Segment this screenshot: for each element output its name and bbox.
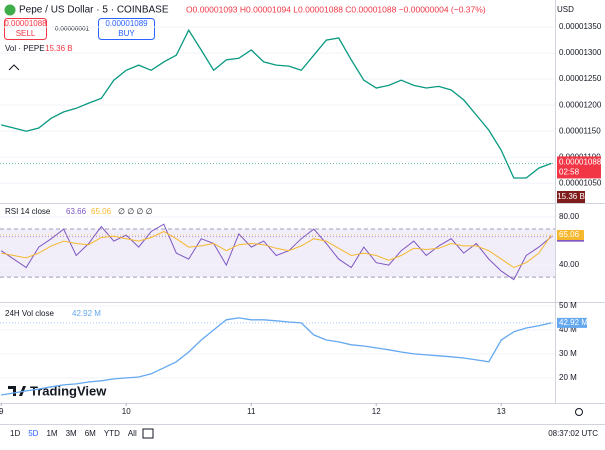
vol-last-label: 42.92 M (559, 318, 588, 327)
legend-value: 65.06 (91, 207, 112, 216)
series-line (1, 317, 552, 396)
rsi-title: RSI 14 close (5, 207, 51, 216)
x-tick-label: 12 (372, 407, 381, 416)
y-tick-label: 20 M (559, 373, 577, 382)
y-tick-label: 80.00 (559, 212, 580, 221)
settings-icon[interactable] (575, 408, 583, 416)
range-button[interactable]: 3M (66, 429, 77, 438)
vol-last-box (557, 317, 587, 328)
spread: 0.00000001 (55, 26, 90, 33)
symbol-title[interactable]: Pepe / US Dollar · 5 · COINBASE (19, 5, 169, 16)
legend-value: 42.92 M (72, 309, 101, 318)
range-button[interactable]: 5D (28, 429, 38, 438)
series-line (1, 28, 552, 179)
range-button[interactable]: YTD (104, 429, 120, 438)
range-button[interactable]: 1M (46, 429, 57, 438)
y-tick-label: 40 M (559, 325, 577, 334)
sell-label[interactable]: SELL (16, 29, 36, 38)
y-tick-label: 0.00001150 (559, 126, 601, 135)
y-tick-label: 40.00 (559, 260, 580, 269)
vol-title: 24H Vol close (5, 309, 54, 318)
price-label: 0.00001088 (559, 158, 602, 167)
y-tick-label: 50 M (559, 301, 577, 310)
symbol-icon (4, 4, 16, 16)
countdown: 02:58 (559, 168, 580, 177)
logo-text: TradingView (30, 383, 107, 398)
sell-button[interactable] (4, 18, 47, 40)
legend-value: 63.66 (66, 207, 87, 216)
sell-price[interactable]: 0.00001088 (4, 19, 47, 28)
collapse-icon[interactable] (8, 64, 20, 71)
vol-price-box (557, 191, 585, 203)
ohlc: O0.00001093 H0.00001094 L0.00001088 C0.0… (186, 4, 486, 14)
y-tick-label: 0.00001200 (559, 100, 602, 109)
range-button[interactable]: All (128, 429, 137, 438)
x-tick-label: 10 (122, 407, 131, 416)
vol-label: Vol · PEPE (5, 44, 45, 53)
last-value-box (557, 229, 584, 240)
x-tick-label: 13 (497, 407, 506, 416)
last-value-label: 65.06 (559, 230, 580, 239)
buy-price[interactable]: 0.00001089 (105, 19, 148, 28)
price-box (557, 156, 601, 179)
x-tick-label: 9 (0, 407, 4, 416)
clock: 08:37:02 UTC (548, 429, 598, 438)
y-tick-label: 0.00001350 (559, 22, 602, 31)
buy-label[interactable]: BUY (118, 29, 135, 38)
calendar-icon[interactable] (142, 428, 154, 439)
series-line (1, 230, 552, 269)
y-tick-label: 0.00001300 (559, 48, 602, 57)
vol-value: 15.36 B (45, 44, 73, 53)
y-tick-label: 30 M (559, 349, 577, 358)
currency[interactable]: USD (557, 5, 574, 14)
range-button[interactable]: 1D (10, 429, 20, 438)
rsi-extra: ∅ ∅ ∅ ∅ (118, 207, 153, 216)
range-button[interactable]: 6M (85, 429, 96, 438)
series-line (0, 223, 552, 281)
logo-mark (8, 386, 26, 396)
buy-button[interactable] (98, 18, 155, 40)
y-tick-label: 0.00001050 (559, 178, 602, 187)
x-tick-label: 11 (247, 407, 256, 416)
y-tick-label: 0.00001250 (559, 74, 602, 83)
vol-price-label: 15.36 B (557, 192, 585, 201)
